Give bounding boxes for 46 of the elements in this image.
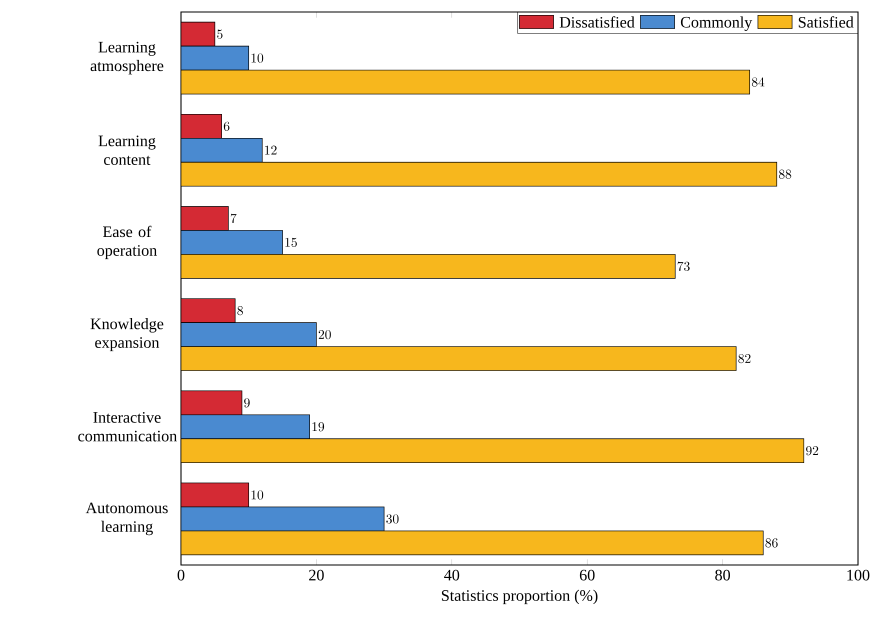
y-tick-label: Knowledge expansion xyxy=(90,318,164,352)
data-label: 82 xyxy=(738,354,750,364)
legend-label: Dissatisfied xyxy=(560,16,635,28)
bar xyxy=(181,230,283,255)
data-label: 15 xyxy=(285,238,297,248)
data-label: 10 xyxy=(252,490,264,500)
bar xyxy=(181,298,236,323)
bar xyxy=(181,22,216,46)
data-label: 10 xyxy=(252,54,264,63)
y-tick-label: Autonomous learning xyxy=(86,502,168,536)
y-tick-label: Interactive communication xyxy=(78,412,177,442)
bar xyxy=(181,114,222,139)
data-label: 5 xyxy=(217,30,222,39)
legend-label: Satisfied xyxy=(798,16,854,28)
y-tick-label: Learning content xyxy=(98,136,156,165)
data-label: 8 xyxy=(237,306,243,316)
bar xyxy=(181,46,250,70)
bar xyxy=(181,506,384,532)
data-label: 92 xyxy=(806,446,818,456)
data-label: 84 xyxy=(752,77,764,87)
data-label: 9 xyxy=(244,398,250,408)
x-tick-label: 0 xyxy=(178,570,184,581)
x-axis-title: Statistics proportion (%) xyxy=(442,590,598,604)
data-label: 6 xyxy=(224,122,230,131)
data-label: 73 xyxy=(678,262,690,271)
data-label: 7 xyxy=(230,214,237,224)
data-label: 30 xyxy=(386,514,399,524)
x-tick-label: 80 xyxy=(715,570,730,581)
data-label: 12 xyxy=(265,146,277,155)
bar xyxy=(181,322,317,347)
x-tick-label: 100 xyxy=(847,570,870,581)
data-label: 86 xyxy=(765,538,778,548)
bar xyxy=(181,390,242,416)
x-tick-label: 40 xyxy=(444,570,460,581)
bar xyxy=(181,414,310,440)
bar xyxy=(181,482,250,508)
x-tick-label: 20 xyxy=(309,570,324,581)
y-tick-label: Learning atmosphere xyxy=(90,42,164,74)
data-label: 88 xyxy=(779,170,792,179)
bar xyxy=(181,138,263,163)
legend-label: Commonly xyxy=(680,16,752,31)
y-tick-label: Ease of operation xyxy=(97,226,157,260)
data-label: 19 xyxy=(312,422,324,432)
data-label: 20 xyxy=(318,330,331,340)
bar xyxy=(181,206,229,231)
x-tick-label: 60 xyxy=(580,570,595,581)
